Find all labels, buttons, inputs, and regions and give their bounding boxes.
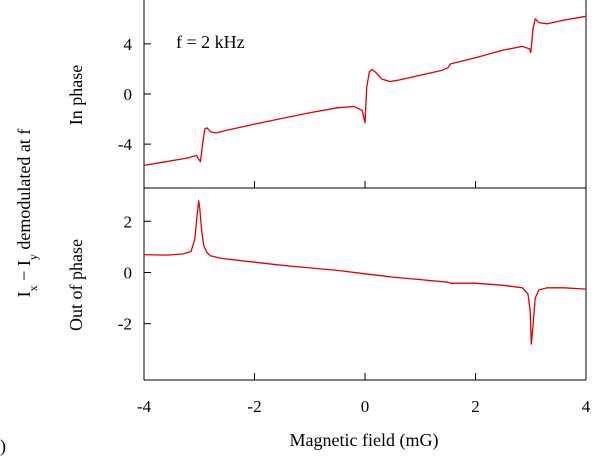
bottom-y-tick-label: -2 [118,315,132,334]
shared-y-axis-label: Ix − Iy demodulated at f [14,129,40,298]
bottom-signal-line [143,200,587,345]
bottom-x-tick-label: 4 [582,397,591,416]
top-signal-line [143,15,587,167]
bottom-panel-y-label: Out of phase [66,239,86,331]
top-panel-y-label: In phase [66,65,86,125]
top-y-tick-label: 4 [124,35,133,54]
bottom-x-tick-label: -4 [137,397,152,416]
x-axis-label: Magnetic field (mG) [290,430,439,451]
bottom-x-tick-label: 0 [361,397,370,416]
corner-mark: ) [0,436,6,456]
frequency-annotation: f = 2 kHz [176,32,245,52]
bottom-x-tick-label: 2 [471,397,480,416]
bottom-y-tick-label: 0 [124,263,133,282]
bottom-x-tick-label: -2 [247,397,261,416]
top-y-tick-label: 0 [124,85,133,104]
top-y-tick-label: -4 [118,135,133,154]
bottom-y-tick-label: 2 [124,212,133,231]
